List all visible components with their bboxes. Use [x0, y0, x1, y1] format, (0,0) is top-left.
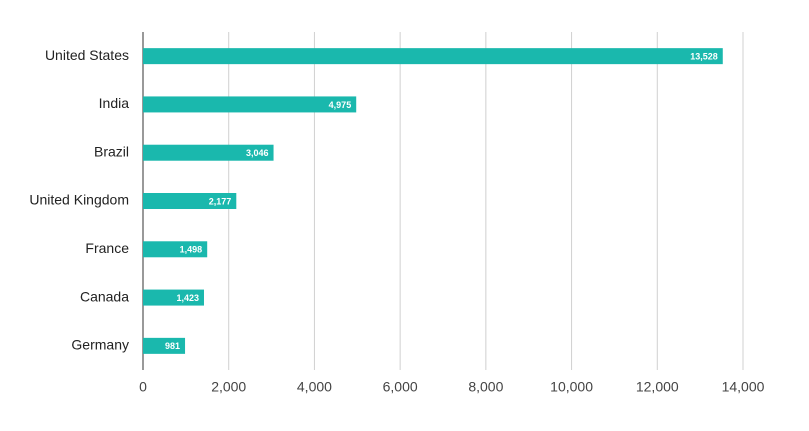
bar: [143, 289, 204, 306]
bar: [143, 337, 186, 354]
x-tick-label: 10,000: [550, 379, 593, 395]
x-tick-label: 8,000: [468, 379, 503, 395]
bar: [143, 96, 357, 113]
x-tick-label: 6,000: [383, 379, 418, 395]
y-tick-label: France: [85, 240, 129, 256]
value-label: 1,498: [180, 245, 203, 255]
value-label: 4,975: [329, 100, 352, 110]
x-tick-label: 2,000: [211, 379, 246, 395]
y-tick-label: India: [99, 95, 130, 111]
y-tick-label: Canada: [80, 288, 129, 304]
y-tick-label: Germany: [71, 337, 129, 353]
x-tick-label: 0: [139, 379, 147, 395]
y-tick-label: United States: [45, 47, 129, 63]
bar: [143, 48, 723, 65]
value-label: 981: [165, 341, 180, 351]
value-label: 13,528: [690, 52, 718, 62]
x-tick-label: 14,000: [722, 379, 765, 395]
y-tick-label: United Kingdom: [29, 192, 129, 208]
value-label: 3,046: [246, 148, 269, 158]
bar: [143, 241, 208, 258]
x-tick-label: 12,000: [636, 379, 679, 395]
x-tick-label: 4,000: [297, 379, 332, 395]
bar: [143, 144, 274, 161]
value-label: 2,177: [209, 196, 232, 206]
value-label: 1,423: [176, 293, 199, 303]
bar: [143, 193, 237, 209]
y-tick-label: Brazil: [94, 143, 129, 159]
